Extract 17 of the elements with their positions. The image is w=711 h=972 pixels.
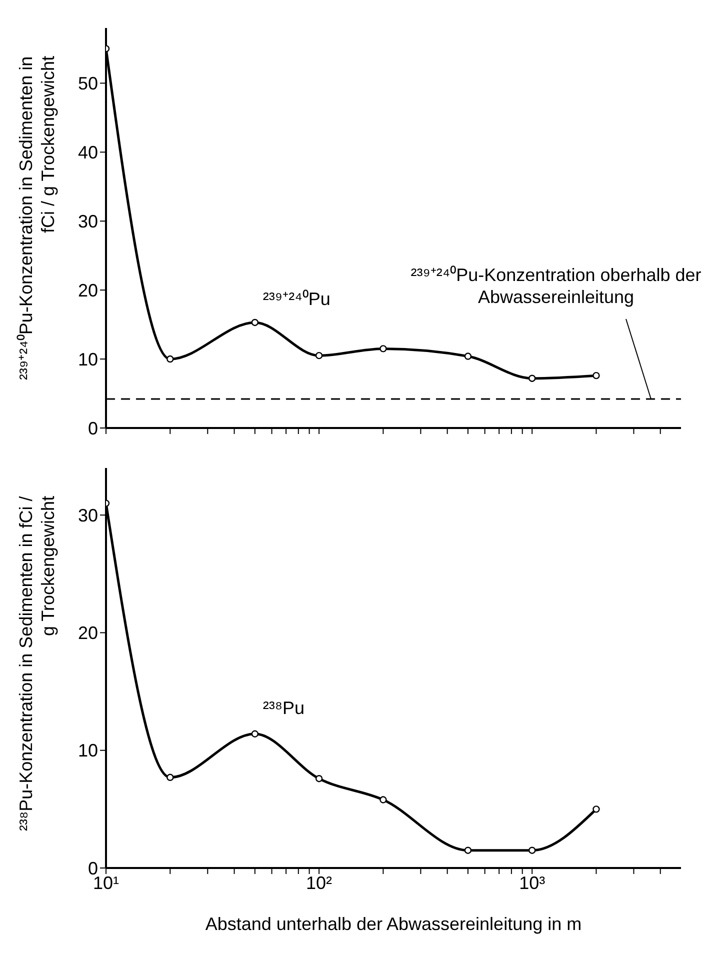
y-tick-label: 20 bbox=[78, 280, 98, 300]
y-tick-label: 40 bbox=[78, 142, 98, 163]
ref-line-label: ²³⁹⁺²⁴⁰Pu-Konzentration oberhalb der Abwassereinleitung bbox=[410, 264, 702, 308]
y-tick-label: 10 bbox=[78, 740, 98, 761]
x-tick-label: 10² bbox=[306, 872, 332, 893]
y-axis-title: ²³⁹⁺²⁴⁰Pu-Konzentration in Sedimenten in fCi / g Trockengewicht bbox=[15, 56, 59, 382]
y-axis-title: ²³⁸Pu-Konzentration in Sedimenten in fCi / g Trockengewicht bbox=[15, 496, 59, 833]
y-tick-label: 30 bbox=[78, 505, 98, 526]
x-tick-label: 10³ bbox=[519, 872, 546, 893]
series-label: ²³⁸Pu bbox=[262, 698, 305, 719]
y-tick-label: 10 bbox=[78, 349, 98, 370]
x-axis-title: Abstand unterhalb der Abwassereinleitung in m bbox=[205, 914, 582, 934]
y-tick-label: 20 bbox=[78, 623, 98, 644]
y-tick-label: 0 bbox=[88, 418, 98, 438]
y-tick-label: 30 bbox=[78, 211, 98, 232]
y-tick-label: 50 bbox=[78, 74, 98, 94]
series-label: ²³⁹⁺²⁴⁰Pu bbox=[262, 288, 330, 310]
